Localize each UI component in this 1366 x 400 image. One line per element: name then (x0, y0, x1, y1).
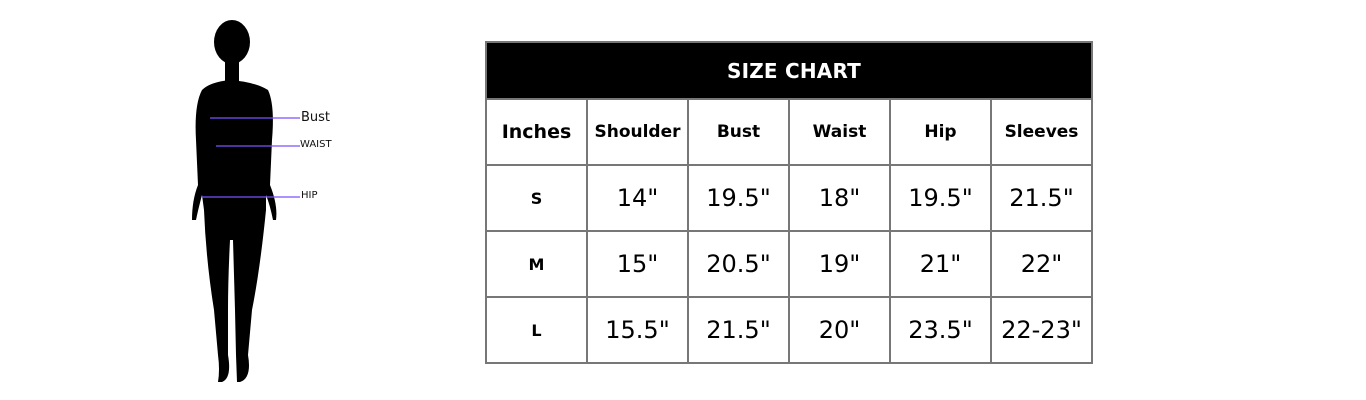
column-header: Bust (687, 98, 790, 166)
header-row: Inches Shoulder Bust Waist Hip Sleeves (485, 98, 1093, 166)
body-measurement-figure: Bust WAIST HIP (180, 10, 360, 390)
hip-label: HIP (301, 190, 318, 201)
bust-label: Bust (301, 110, 331, 125)
size-chart-table: SIZE CHART Inches Shoulder Bust Waist Hi… (485, 41, 1093, 364)
size-cell: M (485, 230, 588, 298)
value-cell: 18" (788, 164, 891, 232)
table-row: M 15" 20.5" 19" 21" 22" (485, 230, 1093, 298)
value-cell: 22" (990, 230, 1093, 298)
value-cell: 21.5" (687, 296, 790, 364)
column-header: Inches (485, 98, 588, 166)
table-row: L 15.5" 21.5" 20" 23.5" 22-23" (485, 296, 1093, 364)
waist-label: WAIST (300, 139, 332, 150)
value-cell: 20.5" (687, 230, 790, 298)
size-cell: L (485, 296, 588, 364)
value-cell: 19.5" (889, 164, 992, 232)
value-cell: 22-23" (990, 296, 1093, 364)
size-cell: S (485, 164, 588, 232)
value-cell: 20" (788, 296, 891, 364)
size-chart-title: SIZE CHART (485, 41, 1093, 99)
column-header: Sleeves (990, 98, 1093, 166)
value-cell: 19.5" (687, 164, 790, 232)
value-cell: 19" (788, 230, 891, 298)
value-cell: 15" (586, 230, 689, 298)
table-row: S 14" 19.5" 18" 19.5" 21.5" (485, 164, 1093, 232)
value-cell: 15.5" (586, 296, 689, 364)
value-cell: 14" (586, 164, 689, 232)
woman-silhouette-icon (192, 20, 300, 382)
value-cell: 21.5" (990, 164, 1093, 232)
column-header: Waist (788, 98, 891, 166)
column-header: Shoulder (586, 98, 689, 166)
value-cell: 21" (889, 230, 992, 298)
column-header: Hip (889, 98, 992, 166)
value-cell: 23.5" (889, 296, 992, 364)
